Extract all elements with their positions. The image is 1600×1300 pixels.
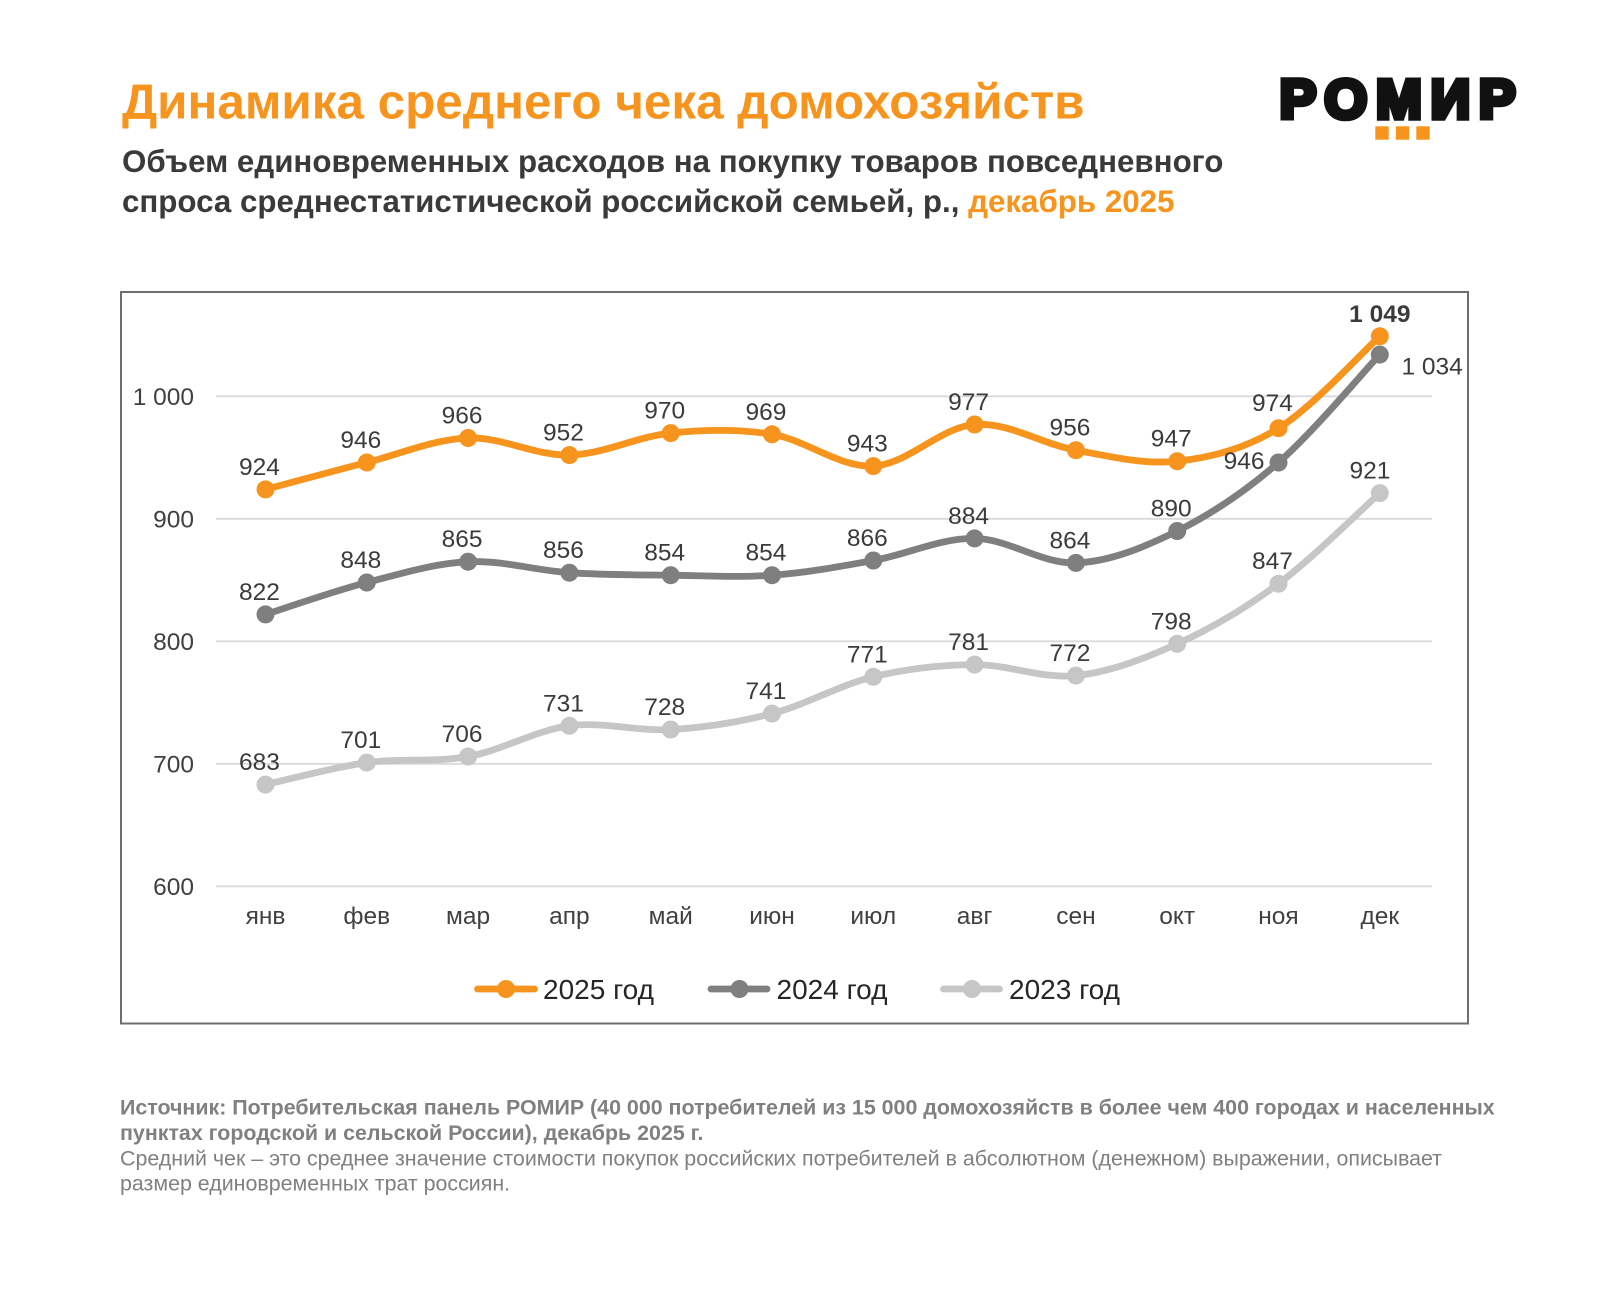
svg-text:856: 856 xyxy=(543,537,584,564)
svg-text:866: 866 xyxy=(847,525,888,552)
svg-text:771: 771 xyxy=(847,641,888,668)
svg-text:1 034: 1 034 xyxy=(1402,354,1463,381)
svg-text:600: 600 xyxy=(153,874,194,901)
svg-text:900: 900 xyxy=(153,506,194,533)
svg-text:апр: апр xyxy=(549,903,590,930)
svg-text:Динамика среднего чека домохоз: Динамика среднего чека домохозяйств xyxy=(122,75,1085,130)
svg-text:1 049: 1 049 xyxy=(1349,301,1410,328)
svg-text:июл: июл xyxy=(850,903,896,930)
svg-text:854: 854 xyxy=(644,540,685,567)
svg-text:2025 год: 2025 год xyxy=(543,974,654,1005)
svg-text:окт: окт xyxy=(1159,903,1195,930)
svg-text:фев: фев xyxy=(343,903,390,930)
svg-text:янв: янв xyxy=(246,903,286,930)
svg-text:706: 706 xyxy=(442,721,483,748)
svg-text:701: 701 xyxy=(340,727,381,754)
svg-text:946: 946 xyxy=(340,427,381,454)
svg-text:размер единовременных трат рос: размер единовременных трат россиян. xyxy=(120,1172,510,1196)
svg-text:966: 966 xyxy=(442,403,483,430)
svg-text:781: 781 xyxy=(948,629,989,656)
svg-text:Объем единовременных расходов: Объем единовременных расходов на покупку… xyxy=(122,144,1223,179)
svg-text:Средний чек – это среднее знач: Средний чек – это среднее значение стоим… xyxy=(120,1146,1442,1170)
svg-text:РОМИР: РОМИР xyxy=(1280,68,1525,130)
svg-text:921: 921 xyxy=(1350,458,1391,485)
svg-text:683: 683 xyxy=(239,749,280,776)
svg-text:авг: авг xyxy=(957,903,993,930)
svg-text:731: 731 xyxy=(543,690,584,717)
svg-text:май: май xyxy=(649,903,693,930)
svg-text:943: 943 xyxy=(847,431,888,458)
svg-text:974: 974 xyxy=(1252,390,1293,417)
svg-text:ноя: ноя xyxy=(1258,903,1298,930)
svg-text:822: 822 xyxy=(239,579,280,606)
svg-text:июн: июн xyxy=(749,903,795,930)
svg-text:865: 865 xyxy=(442,526,483,553)
svg-text:Источник: Потребительская пане: Источник: Потребительская панель РОМИР (… xyxy=(120,1096,1495,1120)
svg-text:970: 970 xyxy=(644,398,685,425)
svg-text:700: 700 xyxy=(153,751,194,778)
svg-text:956: 956 xyxy=(1049,415,1090,442)
svg-text:890: 890 xyxy=(1151,496,1192,523)
svg-text:854: 854 xyxy=(746,540,787,567)
svg-text:741: 741 xyxy=(746,678,787,705)
svg-text:798: 798 xyxy=(1151,608,1192,635)
svg-text:772: 772 xyxy=(1049,640,1090,667)
svg-text:947: 947 xyxy=(1151,426,1192,453)
svg-text:дек: дек xyxy=(1360,903,1399,930)
svg-text:924: 924 xyxy=(239,454,280,481)
svg-text:848: 848 xyxy=(340,547,381,574)
svg-text:2024 год: 2024 год xyxy=(777,974,888,1005)
svg-text:884: 884 xyxy=(948,503,989,530)
svg-text:952: 952 xyxy=(543,420,584,447)
svg-text:969: 969 xyxy=(746,399,787,426)
svg-text:спроса среднестатистической ро: спроса среднестатистической российской с… xyxy=(122,184,1174,219)
svg-text:800: 800 xyxy=(153,629,194,656)
svg-text:пунктах городской и сельской Р: пунктах городской и сельской России), де… xyxy=(120,1121,703,1145)
svg-text:946: 946 xyxy=(1224,448,1265,475)
svg-text:2023 год: 2023 год xyxy=(1009,974,1120,1005)
svg-text:864: 864 xyxy=(1049,527,1090,554)
svg-text:977: 977 xyxy=(948,389,989,416)
svg-text:1 000: 1 000 xyxy=(133,384,194,411)
svg-text:мар: мар xyxy=(446,903,490,930)
svg-text:сен: сен xyxy=(1056,903,1095,930)
svg-text:728: 728 xyxy=(644,694,685,721)
svg-text:847: 847 xyxy=(1252,548,1293,575)
